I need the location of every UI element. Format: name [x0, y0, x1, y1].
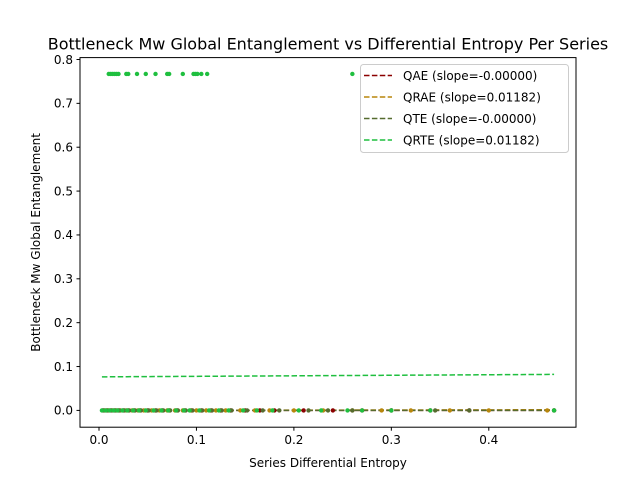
point-qrte: [151, 408, 156, 413]
point-qrae: [408, 408, 414, 413]
point-qrte: [204, 71, 210, 77]
point-qrte: [130, 408, 136, 413]
point-qae: [330, 408, 336, 413]
y-tick-label: 0.8: [54, 53, 73, 67]
point-qte: [350, 408, 355, 413]
y-tick-label: 0.2: [54, 316, 73, 330]
point-qte: [260, 408, 265, 413]
point-qrte: [136, 408, 142, 413]
point-qrte: [254, 408, 260, 413]
y-tick-label: 0.6: [54, 141, 73, 155]
point-qrte: [181, 408, 186, 413]
point-qte: [306, 408, 311, 413]
y-tick-label: 0.4: [54, 228, 73, 242]
point-qrte: [180, 71, 186, 77]
point-qrte: [116, 71, 121, 77]
legend-label-qte: QTE (slope=-0.00000): [403, 112, 536, 126]
point-qrte: [226, 408, 231, 413]
legend: QAE (slope=-0.00000) QRAE (slope=0.01182)…: [360, 64, 569, 153]
point-qte: [244, 408, 250, 413]
point-qrte: [551, 408, 557, 413]
legend-label-qrte: QRTE (slope=0.01182): [403, 134, 540, 148]
point-qrae: [545, 408, 550, 413]
point-qrte: [199, 71, 204, 77]
point-qrte: [103, 408, 109, 413]
point-qrae: [447, 408, 453, 413]
x-tick-label: 0.4: [479, 433, 498, 447]
point-qrte: [345, 408, 350, 413]
point-qrte: [143, 408, 148, 413]
point-qrte: [115, 408, 120, 413]
point-qrte: [126, 71, 131, 77]
point-qrte: [159, 408, 164, 413]
y-tick-label: 0.1: [54, 360, 73, 374]
legend-label-qae: QAE (slope=-0.00000): [403, 69, 537, 83]
point-qrae: [486, 408, 491, 413]
point-qrte: [165, 408, 171, 413]
point-qrae: [291, 408, 297, 413]
point-qrte: [318, 408, 324, 413]
point-qrte: [241, 408, 246, 413]
point-qrte: [195, 71, 200, 77]
point-qte: [325, 408, 331, 413]
point-qrte: [197, 408, 202, 413]
point-qrte: [173, 408, 179, 413]
y-tick-label: 0.7: [54, 97, 73, 111]
point-qrte: [359, 408, 365, 413]
y-tick-label: 0.5: [54, 184, 73, 198]
x-axis-label: Series Differential Entropy: [249, 456, 407, 470]
legend-label-qrae: QRAE (slope=0.01182): [403, 91, 541, 105]
point-qrte: [120, 408, 125, 413]
point-qrte: [216, 408, 222, 413]
point-qrae: [379, 408, 384, 413]
legend-box: [360, 64, 569, 153]
point-qrte: [206, 408, 212, 413]
x-axis-ticks: 0.0 0.1 0.2 0.3 0.4: [89, 427, 498, 447]
y-axis-label: Bottleneck Mw Global Entanglement: [29, 133, 43, 352]
y-axis-ticks: 0.0 0.1 0.2 0.3 0.4 0.5 0.6 0.7 0.8: [54, 53, 80, 418]
point-qrte: [99, 408, 105, 413]
point-qrte: [153, 71, 158, 77]
point-qrte: [428, 408, 433, 413]
point-qrte: [125, 408, 130, 413]
data-points: [99, 71, 557, 413]
point-qrte: [134, 71, 140, 77]
plot-area-frame: [79, 57, 577, 428]
point-qae: [301, 408, 306, 413]
point-qte: [432, 408, 438, 413]
x-tick-label: 0.2: [284, 433, 303, 447]
y-tick-label: 0.3: [54, 272, 73, 286]
point-qrte: [143, 71, 148, 77]
x-tick-label: 0.3: [382, 433, 401, 447]
point-qte: [467, 408, 472, 413]
point-qrte: [187, 408, 192, 413]
x-tick-label: 0.0: [89, 433, 108, 447]
chart-title: Bottleneck Mw Global Entanglement vs Dif…: [48, 35, 609, 54]
point-qrte: [107, 408, 112, 413]
point-qrte: [389, 408, 394, 413]
y-tick-label: 0.0: [54, 404, 73, 418]
x-tick-label: 0.1: [187, 433, 206, 447]
fit-line-qrte: [101, 373, 555, 378]
point-qte: [277, 408, 282, 413]
point-qrte: [296, 408, 301, 413]
point-qrte: [111, 408, 116, 413]
point-qrte: [270, 408, 275, 413]
point-qrte: [350, 71, 355, 77]
point-qrte: [166, 71, 172, 77]
